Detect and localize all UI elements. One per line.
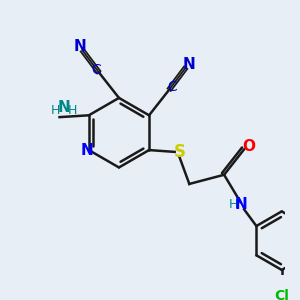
Text: C: C bbox=[91, 62, 101, 76]
Text: N: N bbox=[58, 100, 70, 116]
Text: H: H bbox=[51, 104, 61, 117]
Text: O: O bbox=[242, 139, 255, 154]
Text: C: C bbox=[167, 80, 177, 94]
Text: N: N bbox=[81, 142, 93, 158]
Text: H: H bbox=[229, 198, 238, 211]
Text: N: N bbox=[183, 57, 196, 72]
Text: S: S bbox=[173, 143, 185, 161]
Text: H: H bbox=[68, 104, 77, 117]
Text: Cl: Cl bbox=[274, 290, 289, 300]
Text: N: N bbox=[73, 39, 86, 54]
Text: N: N bbox=[235, 196, 248, 211]
